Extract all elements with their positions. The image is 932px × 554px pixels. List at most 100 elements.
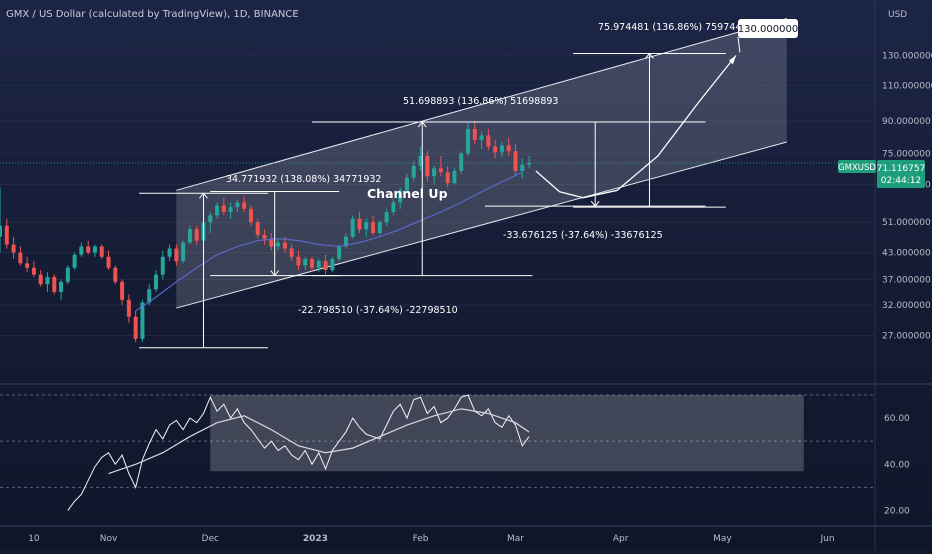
candle [364, 222, 369, 230]
measure-label: 75.974481 (136.86%) 75974481 [598, 22, 753, 33]
rsi-line [67, 394, 530, 511]
candle [282, 242, 287, 249]
candle [120, 281, 125, 300]
candle [79, 246, 84, 255]
measure-arrowhead [645, 52, 654, 59]
candle [384, 212, 389, 223]
candle [0, 225, 2, 237]
chart-title: GMX / US Dollar (calculated by TradingVi… [6, 9, 299, 20]
candle [391, 202, 396, 213]
candle [215, 205, 220, 216]
candle [126, 299, 131, 317]
measure-label: 51.698893 (136.86%) 51698893 [403, 96, 558, 107]
price-tick-label: 51.000000 [882, 218, 931, 228]
candle [479, 135, 484, 140]
candle [45, 276, 50, 285]
candle [377, 222, 382, 234]
candle [140, 302, 145, 339]
time-tick-label: Dec [202, 534, 219, 544]
candle [459, 153, 464, 171]
candle [269, 238, 274, 247]
time-tick-label: May [713, 534, 732, 544]
measure-label: -22.798510 (-37.64%) -22798510 [298, 305, 458, 316]
candle [499, 145, 504, 153]
candle [289, 248, 294, 257]
price-tick-label: 27.000000 [882, 332, 931, 342]
candle [221, 205, 226, 213]
candle [18, 252, 23, 264]
candle [404, 177, 409, 191]
candle [113, 267, 118, 282]
candle [59, 281, 64, 292]
candle [255, 222, 260, 235]
price-tick-label: 75.000000 [882, 149, 931, 159]
candle [65, 267, 70, 282]
candle [432, 168, 437, 177]
candle [452, 170, 457, 184]
candle [106, 256, 111, 268]
candle [506, 145, 511, 152]
candle [330, 258, 335, 270]
channel-label: Channel Up [367, 186, 448, 201]
time-tick-label: Mar [507, 534, 524, 544]
candle [296, 256, 301, 266]
candle [398, 190, 403, 203]
candle [343, 236, 348, 247]
candle [520, 164, 525, 171]
candle [4, 225, 9, 245]
price-tick-label: 37.000000 [882, 275, 931, 285]
channel-upper-line [176, 18, 787, 191]
candle [167, 248, 172, 257]
price-tag-box [877, 160, 925, 188]
candle [527, 163, 532, 165]
time-tick-label: Apr [613, 534, 629, 544]
candle [445, 172, 450, 184]
candle [11, 244, 16, 253]
candle [194, 229, 199, 241]
target-callout-text: 130.000000 [738, 24, 798, 35]
candle [337, 246, 342, 259]
candle [92, 246, 97, 253]
measure-arrowhead [417, 121, 427, 128]
candle [25, 263, 30, 268]
time-tick-label: Nov [100, 534, 118, 544]
candle [242, 202, 247, 209]
candle [160, 256, 165, 275]
candle [208, 215, 213, 223]
candle [303, 258, 308, 266]
candle [371, 222, 376, 234]
candle [310, 258, 315, 268]
currency-label: USD [888, 10, 907, 20]
channel-lower-line [176, 141, 787, 309]
projection-arrowhead [728, 55, 736, 65]
symbol-tag-box [838, 160, 876, 173]
price-tick-label: 110.000000 [882, 81, 932, 91]
target-callout-pointer [737, 36, 741, 53]
candle [316, 261, 321, 268]
measure-label: -33.676125 (-37.64%) -33676125 [503, 230, 663, 241]
candle [276, 242, 281, 247]
candle [154, 274, 159, 290]
candle [235, 202, 240, 208]
candle [466, 129, 471, 154]
time-tick-label: Feb [413, 534, 429, 544]
candle [187, 229, 192, 243]
measure-arrowhead [590, 200, 600, 207]
candle [472, 129, 477, 140]
last-price-tag: GMXUSD 71.116757 02:44:12 [838, 160, 925, 188]
price-tick-label: 32.000000 [882, 301, 931, 311]
channel-area [176, 18, 787, 309]
candle [411, 165, 416, 178]
candle [357, 218, 362, 230]
symbol-tag-text: GMXUSD [838, 163, 876, 173]
price-tag-countdown: 02:44:12 [881, 176, 921, 186]
candle [228, 207, 233, 213]
candle [262, 234, 267, 239]
candle [52, 276, 57, 292]
target-callout-box [738, 19, 798, 38]
rsi-range-box [210, 395, 804, 472]
measure-arrowhead [199, 192, 208, 199]
rsi-tick-label: 20.00 [884, 506, 910, 516]
